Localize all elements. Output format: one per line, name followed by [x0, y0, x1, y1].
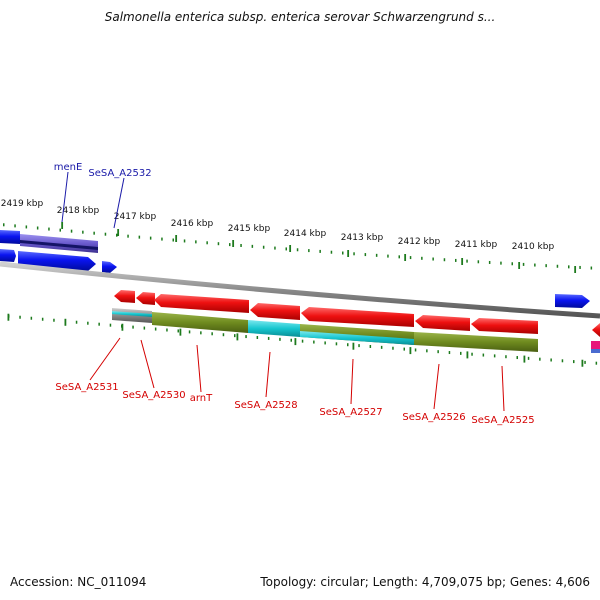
tick-mark	[289, 245, 292, 252]
inner-tick-mark	[64, 318, 67, 326]
forward-gene-label: menE	[54, 162, 83, 173]
tick-label: 2419 kbp	[1, 199, 44, 209]
map-title: Salmonella enterica subsp. enterica sero…	[104, 10, 496, 24]
gene-SeSA_A2530-arrow[interactable]	[136, 292, 155, 305]
gene-SeSA_A2526-arrow[interactable]	[415, 315, 470, 331]
tick-mark	[61, 222, 64, 229]
reverse-gene-label: SeSA_A2530	[122, 390, 185, 401]
gene-SeSA_A2528-arrow[interactable]	[250, 303, 300, 320]
reverse-gene-labels: SeSA_A2531 SeSA_A2530 arnT SeSA_A2528 SeSA_A…	[55, 382, 534, 426]
gene-right-reverse-arrow[interactable]	[592, 323, 600, 337]
tick-mark	[232, 240, 235, 247]
feature-band-right-blue	[591, 349, 600, 353]
inner-tick-track	[7, 313, 598, 367]
inner-tick-mark	[7, 313, 10, 321]
inner-tick-mark	[236, 333, 239, 341]
feature-band-cyan-b	[300, 331, 414, 345]
tick-label: 2410 kbp	[512, 242, 555, 252]
tick-label: 2417 kbp	[114, 212, 157, 222]
gene-SeSA_A2532-arrow-c[interactable]	[102, 261, 117, 273]
inner-tick-mark	[466, 351, 469, 359]
outer-tick-track	[3, 222, 593, 273]
tick-label: 2414 kbp	[284, 229, 327, 239]
inner-tick-mark	[121, 323, 124, 331]
reverse-gene-label: SeSA_A2528	[234, 400, 297, 411]
reverse-gene-label: SeSA_A2531	[55, 382, 118, 393]
tick-mark	[117, 229, 120, 236]
reverse-gene-label: arnT	[190, 393, 213, 404]
inner-tick-mark	[409, 347, 412, 355]
tick-mark	[574, 266, 577, 273]
tick-label: 2411 kbp	[455, 240, 498, 250]
tick-label: 2413 kbp	[341, 233, 384, 243]
gene-forward-strand-top[interactable]	[20, 240, 98, 250]
gene-menE-arrow[interactable]	[0, 230, 20, 244]
forward-label-leaders	[61, 171, 125, 229]
gene-SeSA_A2531-arrow[interactable]	[114, 290, 135, 303]
inner-tick-mark	[294, 338, 297, 346]
gene-SeSA_A2532-arrow-a[interactable]	[0, 249, 16, 262]
tick-mark	[461, 258, 464, 265]
reverse-label-leaders	[89, 337, 505, 412]
feature-bands	[112, 308, 600, 353]
tick-mark	[518, 262, 521, 269]
tick-label: 2418 kbp	[57, 206, 100, 216]
tick-mark	[404, 254, 407, 261]
gene-arnT-arrow[interactable]	[154, 294, 249, 313]
feature-band-olive-a	[152, 312, 248, 333]
tick-label: 2412 kbp	[398, 237, 441, 247]
genome-backbone	[0, 261, 600, 319]
feature-band-cyan-left	[112, 311, 152, 317]
inner-tick-mark	[179, 328, 182, 336]
reverse-gene-label: SeSA_A2526	[402, 412, 465, 423]
accession-text: Accession: NC_011094	[10, 575, 147, 589]
tick-labels: 2419 kbp 2418 kbp 2417 kbp 2416 kbp 2415 kbp…	[1, 199, 555, 252]
inner-tick-mark	[581, 359, 584, 367]
tick-mark	[175, 235, 178, 242]
tick-label: 2416 kbp	[171, 219, 214, 229]
gene-right-forward-arrow[interactable]	[555, 294, 590, 308]
inner-tick-mark	[523, 355, 526, 363]
tick-label: 2415 kbp	[228, 224, 271, 234]
forward-gene-label: SeSA_A2532	[88, 168, 151, 179]
feature-band-cyan-a	[248, 320, 300, 337]
reverse-gene-label: SeSA_A2527	[319, 407, 382, 418]
feature-band-olive-c	[414, 332, 538, 352]
forward-genes	[0, 230, 590, 308]
tick-mark	[347, 250, 350, 257]
reverse-genes	[114, 290, 600, 349]
inner-tick-mark	[352, 342, 355, 350]
gene-SeSA_A2525-arrow[interactable]	[471, 318, 538, 334]
forward-gene-labels: menE SeSA_A2532	[54, 162, 152, 179]
gene-SeSA_A2527-arrow[interactable]	[301, 307, 414, 327]
gene-right-pink-block[interactable]	[591, 341, 600, 349]
reverse-gene-label: SeSA_A2525	[471, 415, 534, 426]
genome-info-text: Topology: circular; Length: 4,709,075 bp…	[260, 575, 590, 589]
